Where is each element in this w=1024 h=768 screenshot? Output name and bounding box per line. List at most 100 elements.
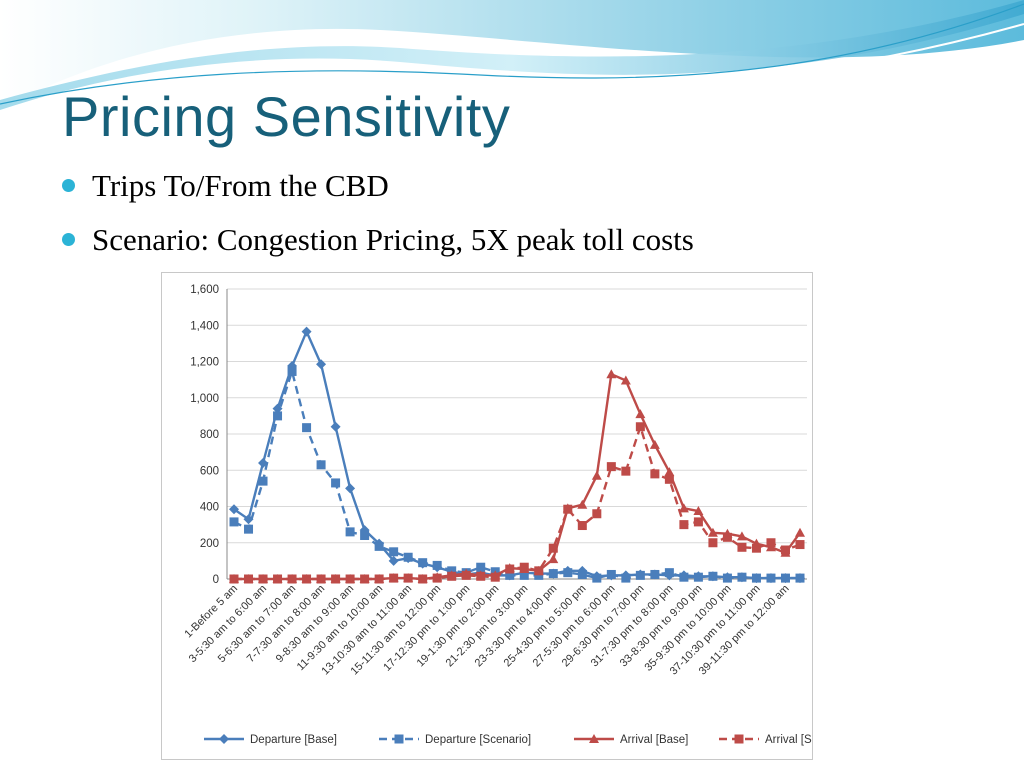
- legend-marker: [219, 734, 229, 744]
- data-point: [476, 562, 486, 572]
- data-point: [751, 573, 761, 583]
- y-tick-label: 800: [200, 429, 219, 441]
- data-point: [766, 538, 776, 548]
- bullet-list: Trips To/From the CBD Scenario: Congesti…: [62, 166, 694, 274]
- series-arrival-base: [229, 369, 805, 583]
- data-point: [316, 574, 326, 584]
- bullet-item: Scenario: Congestion Pricing, 5X peak to…: [62, 220, 694, 274]
- data-point: [330, 421, 341, 432]
- series-line: [234, 372, 801, 581]
- data-point: [505, 564, 515, 574]
- data-point: [519, 570, 529, 580]
- data-point: [476, 571, 486, 581]
- data-point: [287, 366, 297, 376]
- data-point: [679, 520, 689, 530]
- series-arrival-scenario: [229, 422, 805, 584]
- data-point: [461, 570, 471, 580]
- data-point: [606, 462, 616, 472]
- data-point: [243, 514, 254, 525]
- data-point: [374, 574, 384, 584]
- data-point: [534, 566, 544, 576]
- legend-label: Departure [Scenario]: [425, 734, 531, 746]
- data-point: [432, 573, 442, 583]
- data-point: [795, 573, 805, 583]
- data-point: [780, 573, 790, 583]
- data-point: [751, 543, 761, 553]
- data-point: [795, 527, 805, 537]
- data-point: [707, 527, 718, 537]
- data-point: [331, 574, 341, 584]
- data-point: [577, 521, 587, 531]
- data-point: [635, 570, 645, 580]
- y-tick-label: 1,000: [190, 393, 219, 405]
- data-point: [693, 517, 703, 527]
- data-point: [345, 574, 355, 584]
- data-point: [302, 574, 312, 584]
- data-point: [505, 570, 515, 580]
- bullet-text: Trips To/From the CBD: [92, 168, 389, 203]
- y-tick-label: 1,400: [190, 320, 219, 332]
- data-point: [606, 569, 616, 579]
- bullet-dot-icon: [62, 233, 75, 246]
- data-point: [403, 552, 413, 562]
- data-point: [649, 439, 660, 449]
- data-point: [736, 531, 747, 541]
- data-point: [258, 476, 268, 486]
- data-point: [389, 547, 399, 557]
- data-point: [534, 570, 544, 580]
- data-point: [591, 470, 602, 480]
- series-departure-scenario: [229, 366, 805, 583]
- data-point: [418, 574, 428, 584]
- series-departure-base: [229, 326, 805, 584]
- y-tick-label: 600: [200, 465, 219, 477]
- data-point: [490, 572, 500, 582]
- data-point: [737, 572, 747, 582]
- data-point: [664, 568, 674, 578]
- data-point: [548, 569, 558, 579]
- bullet-item: Trips To/From the CBD: [62, 166, 694, 220]
- data-point: [548, 543, 558, 553]
- data-point: [345, 527, 355, 537]
- legend-entry: Arrival [Scenario]: [719, 734, 812, 746]
- y-tick-label: 1,200: [190, 357, 219, 369]
- data-point: [388, 555, 399, 566]
- data-point: [244, 524, 254, 534]
- data-point: [258, 574, 268, 584]
- legend-marker: [589, 734, 599, 743]
- data-point: [345, 483, 356, 494]
- series-line: [234, 425, 801, 581]
- y-tick-label: 0: [213, 574, 219, 586]
- data-point: [650, 469, 660, 479]
- data-point: [563, 568, 573, 578]
- bullet-dot-icon: [62, 179, 75, 192]
- legend-entry: Arrival [Base]: [574, 734, 688, 746]
- data-point: [693, 506, 704, 516]
- data-point: [621, 466, 631, 476]
- data-point: [592, 573, 602, 583]
- data-point: [229, 517, 239, 527]
- data-point: [592, 509, 602, 519]
- data-point: [301, 326, 312, 337]
- data-point: [621, 573, 631, 583]
- legend-label: Departure [Base]: [250, 734, 337, 746]
- data-point: [519, 562, 529, 572]
- data-point: [403, 573, 413, 583]
- data-point: [708, 538, 718, 548]
- data-point: [722, 573, 732, 583]
- chart-frame: 0 200 400 600 800 1,000 1,200 1,400 1,600 1-Befor…: [161, 272, 813, 760]
- data-point: [287, 574, 297, 584]
- data-point: [360, 531, 370, 540]
- data-point: [563, 504, 573, 514]
- data-point: [650, 569, 660, 579]
- legend-entry: Departure [Base]: [204, 734, 337, 746]
- data-point: [780, 545, 790, 555]
- y-tick-label: 1,600: [190, 284, 219, 296]
- data-point: [577, 499, 588, 509]
- line-chart: 02004006008001,0001,2001,4001,6001-Befor…: [182, 284, 812, 746]
- data-point: [331, 478, 341, 488]
- page-title: Pricing Sensitivity: [62, 85, 511, 148]
- data-point: [360, 574, 370, 584]
- data-point: [664, 467, 675, 477]
- data-point: [795, 540, 805, 550]
- data-point: [606, 369, 617, 379]
